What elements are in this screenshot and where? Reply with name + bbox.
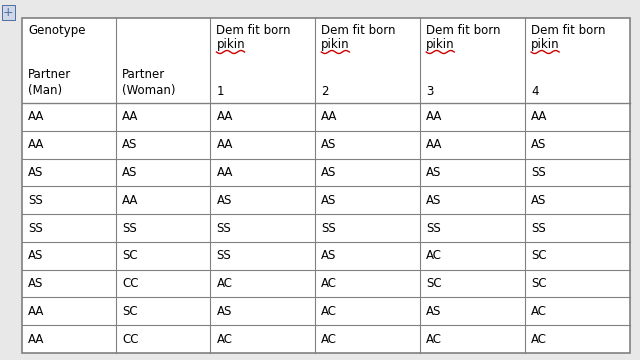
Text: AS: AS	[531, 138, 547, 151]
Text: 1: 1	[216, 85, 224, 98]
Text: AC: AC	[321, 277, 337, 290]
Text: Dem fit born: Dem fit born	[216, 24, 291, 37]
Text: Dem fit born: Dem fit born	[426, 24, 500, 37]
Text: Dem fit born: Dem fit born	[321, 24, 396, 37]
Text: AS: AS	[321, 194, 337, 207]
Text: AA: AA	[321, 111, 338, 123]
Text: SC: SC	[531, 277, 547, 290]
Text: AS: AS	[531, 194, 547, 207]
Text: AS: AS	[28, 166, 44, 179]
Text: AC: AC	[216, 333, 232, 346]
Text: AS: AS	[122, 138, 138, 151]
Text: AC: AC	[531, 333, 547, 346]
Text: SS: SS	[122, 221, 137, 234]
Text: 4: 4	[531, 85, 539, 98]
Text: pikin: pikin	[426, 38, 455, 51]
Text: CC: CC	[122, 333, 139, 346]
Text: AS: AS	[426, 305, 442, 318]
Text: SS: SS	[531, 221, 546, 234]
Text: AA: AA	[28, 111, 44, 123]
Text: 2: 2	[321, 85, 329, 98]
Text: pikin: pikin	[216, 38, 245, 51]
Text: pikin: pikin	[321, 38, 350, 51]
Text: CC: CC	[122, 277, 139, 290]
Text: SS: SS	[28, 221, 43, 234]
Text: AC: AC	[321, 305, 337, 318]
Text: SC: SC	[531, 249, 547, 262]
Text: Genotype: Genotype	[28, 24, 86, 37]
Text: AA: AA	[28, 138, 44, 151]
Text: AS: AS	[426, 194, 442, 207]
Text: AS: AS	[122, 166, 138, 179]
Text: AA: AA	[426, 138, 443, 151]
Text: SC: SC	[122, 249, 138, 262]
Text: SC: SC	[122, 305, 138, 318]
Text: Partner
(Woman): Partner (Woman)	[122, 68, 176, 97]
Text: SS: SS	[28, 194, 43, 207]
Text: 3: 3	[426, 85, 434, 98]
Text: AA: AA	[216, 138, 233, 151]
Text: AA: AA	[216, 166, 233, 179]
Text: SS: SS	[321, 221, 336, 234]
Text: +: +	[3, 6, 13, 19]
Text: AA: AA	[216, 111, 233, 123]
Text: AA: AA	[426, 111, 443, 123]
Text: AS: AS	[28, 249, 44, 262]
Text: pikin: pikin	[531, 38, 560, 51]
Text: AC: AC	[321, 333, 337, 346]
Text: AA: AA	[531, 111, 547, 123]
Text: SC: SC	[426, 277, 442, 290]
Text: SS: SS	[216, 249, 231, 262]
Text: AA: AA	[122, 194, 139, 207]
Text: AS: AS	[216, 305, 232, 318]
Text: AC: AC	[426, 333, 442, 346]
Text: SS: SS	[531, 166, 546, 179]
Text: AS: AS	[28, 277, 44, 290]
Text: Partner
(Man): Partner (Man)	[28, 68, 71, 97]
Text: AS: AS	[321, 249, 337, 262]
Text: AA: AA	[28, 305, 44, 318]
Text: SS: SS	[426, 221, 441, 234]
Text: AC: AC	[216, 277, 232, 290]
Text: AC: AC	[426, 249, 442, 262]
Text: AS: AS	[321, 166, 337, 179]
Text: AC: AC	[531, 305, 547, 318]
Text: Dem fit born: Dem fit born	[531, 24, 605, 37]
Text: AS: AS	[321, 138, 337, 151]
Text: SS: SS	[216, 221, 231, 234]
Text: AS: AS	[426, 166, 442, 179]
Text: AA: AA	[28, 333, 44, 346]
Text: AA: AA	[122, 111, 139, 123]
Text: AS: AS	[216, 194, 232, 207]
